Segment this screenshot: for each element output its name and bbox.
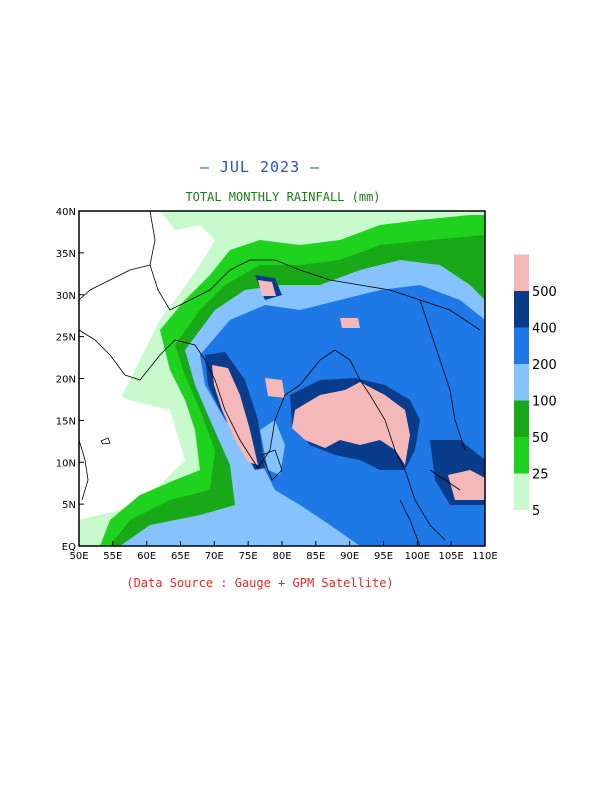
legend-label: 200	[532, 358, 557, 373]
x-axis: 50E 55E 60E 65E 70E 75E 80E 85E 90E 95E 100E 105E 11…	[69, 541, 498, 562]
y-tick-label: 5N	[62, 500, 76, 511]
y-tick-label: EQ	[62, 542, 76, 553]
rain-zone-500-philippines	[448, 470, 485, 500]
y-axis: 40N 35N 30N 25N 20N 15N 10N 5N EQ	[56, 207, 84, 553]
legend-swatch	[514, 327, 529, 364]
x-tick-label: 105E	[438, 551, 463, 562]
coastlines	[79, 211, 481, 546]
rain-zone-500-westghats	[212, 365, 258, 465]
legend-label: 400	[532, 322, 557, 337]
x-tick-label: 75E	[239, 551, 258, 562]
x-tick-label: 70E	[205, 551, 224, 562]
rain-zone-500-central	[265, 378, 285, 398]
map-subtitle: TOTAL MONTHLY RAINFALL (mm)	[185, 190, 381, 204]
y-tick-label: 25N	[56, 333, 76, 344]
y-tick-label: 10N	[56, 458, 76, 469]
x-tick-label: 110E	[472, 551, 497, 562]
x-tick-label: 100E	[405, 551, 430, 562]
y-tick-label: 35N	[56, 249, 76, 260]
x-tick-label: 95E	[374, 551, 393, 562]
legend-swatch	[514, 400, 529, 437]
y-tick-label: 30N	[56, 291, 76, 302]
data-source-note: (Data Source : Gauge + GPM Satellite)	[126, 576, 394, 590]
x-tick-label: 55E	[103, 551, 122, 562]
x-tick-label: 65E	[171, 551, 190, 562]
map-title: – JUL 2023 –	[199, 158, 321, 176]
y-tick-label: 15N	[56, 416, 76, 427]
legend-label: 5	[532, 504, 540, 519]
legend-swatch	[514, 291, 529, 328]
rain-zone-500-northeast	[340, 318, 360, 328]
legend-label: 25	[532, 468, 549, 483]
rain-zone-500-himalaya	[258, 280, 276, 296]
rain-zone-500-bay	[292, 382, 410, 465]
x-tick-label: 50E	[69, 551, 88, 562]
legend-label: 500	[532, 285, 557, 300]
x-tick-label: 90E	[340, 551, 359, 562]
legend-swatch	[514, 473, 529, 510]
x-tick-label: 60E	[137, 551, 156, 562]
legend-swatch	[514, 437, 529, 474]
legend-swatch	[514, 364, 529, 401]
legend-swatch	[514, 254, 529, 291]
dry-zone-arabian-sea	[79, 380, 185, 520]
legend-label: 100	[532, 395, 557, 410]
x-tick-label: 80E	[272, 551, 291, 562]
x-tick-label: 85E	[306, 551, 325, 562]
y-tick-label: 20N	[56, 375, 76, 386]
legend-label: 50	[532, 431, 549, 446]
rainfall-field	[79, 211, 485, 546]
y-tick-label: 40N	[56, 207, 76, 218]
legend: 5 25 50 100 200 400 500	[514, 254, 557, 519]
